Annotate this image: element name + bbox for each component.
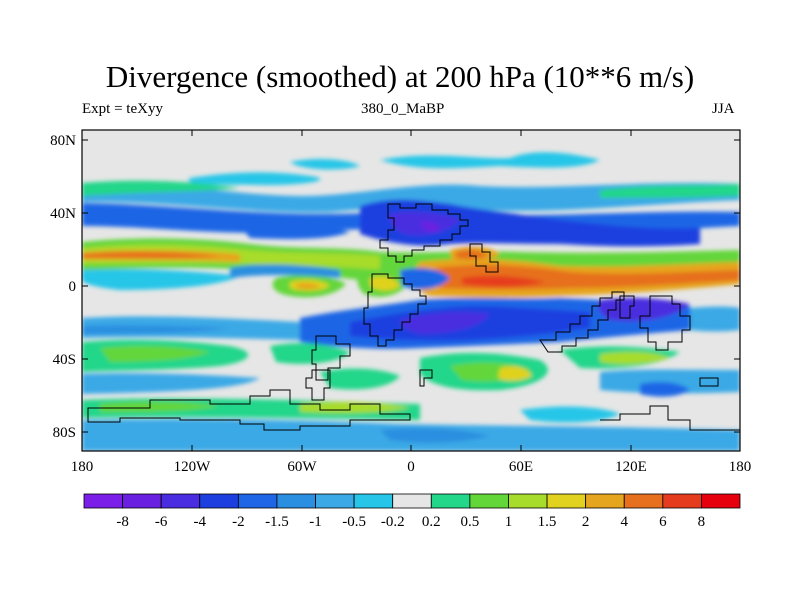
colorbar-swatch [662,493,702,509]
lon-label-0: 0 [407,459,415,475]
lat-label-80s: 80S [53,425,76,441]
season-label: JJA [712,101,735,117]
colorbar-label: -2 [232,514,245,530]
colorbar-label: -0.5 [342,514,366,530]
colorbar-swatch [276,493,316,509]
colorbar-label: -8 [116,514,129,530]
lon-label-180e: 180 [729,459,752,475]
colorbar-swatch [430,493,471,509]
longitude-tick-labels: 180 120W 60W 0 60E 120E 180 [71,459,752,475]
colorbar-swatch [237,493,278,509]
colorbar-swatch [546,493,587,509]
colorbar-label: 1 [505,514,513,530]
colorbar-label: 2 [582,514,590,530]
colorbar-label: 0.2 [422,514,441,530]
lon-label-120e: 120E [615,459,647,475]
colorbar-label: -1 [309,514,322,530]
lat-label-eq: 0 [69,279,77,295]
lon-label-120w: 120W [174,459,212,475]
colorbar-swatch [623,493,664,509]
colorbar-label: 0.5 [461,514,480,530]
colorbar-label: -1.5 [265,514,289,530]
figure-title: Divergence (smoothed) at 200 hPa (10**6 … [105,59,695,94]
colorbar-swatch [469,493,509,509]
colorbar-label: 1.5 [538,514,557,530]
colorbar-swatch [199,493,239,509]
colorbar-label: -4 [194,514,207,530]
colorbar-swatch [701,493,741,509]
experiment-label: Expt = teXyy [82,101,163,117]
lat-label-80n: 80N [50,133,76,149]
colorbar-swatch [122,493,162,509]
colorbar-label: -6 [155,514,168,530]
lon-label-60w: 60W [287,459,317,475]
colorbar-swatch [353,493,394,509]
lat-label-40s: 40S [53,352,76,368]
colorbar-swatch [392,493,432,509]
colorbar-label: 6 [659,514,667,530]
colorbar-swatch [83,493,123,509]
colorbar-label: 8 [698,514,706,530]
colorbar-label: 4 [620,514,628,530]
axis-ticks [81,130,741,451]
colorbar-swatch [315,493,355,509]
lon-label-180w: 180 [71,459,94,475]
colorbar-swatch [585,493,625,509]
colorbar-label: -0.2 [381,514,405,530]
colorbar-swatch [508,493,548,509]
time-period-label: 380_0_MaBP [361,101,445,117]
colorbar: -8 -6 -4 -2 -1.5 -1 -0.5 -0.2 0.2 0.5 1 1.5 2 4 6 8 [83,493,741,530]
colorbar-swatch [160,493,201,509]
latitude-tick-labels: 80N 40N 0 40S 80S [50,133,76,441]
map-plot-area: 80N 40N 0 40S 80S 180 120W 60W 0 60E 120… [50,129,752,475]
coastline-outlines [87,203,740,431]
lat-label-40n: 40N [50,206,76,222]
lon-label-60e: 60E [509,459,533,475]
